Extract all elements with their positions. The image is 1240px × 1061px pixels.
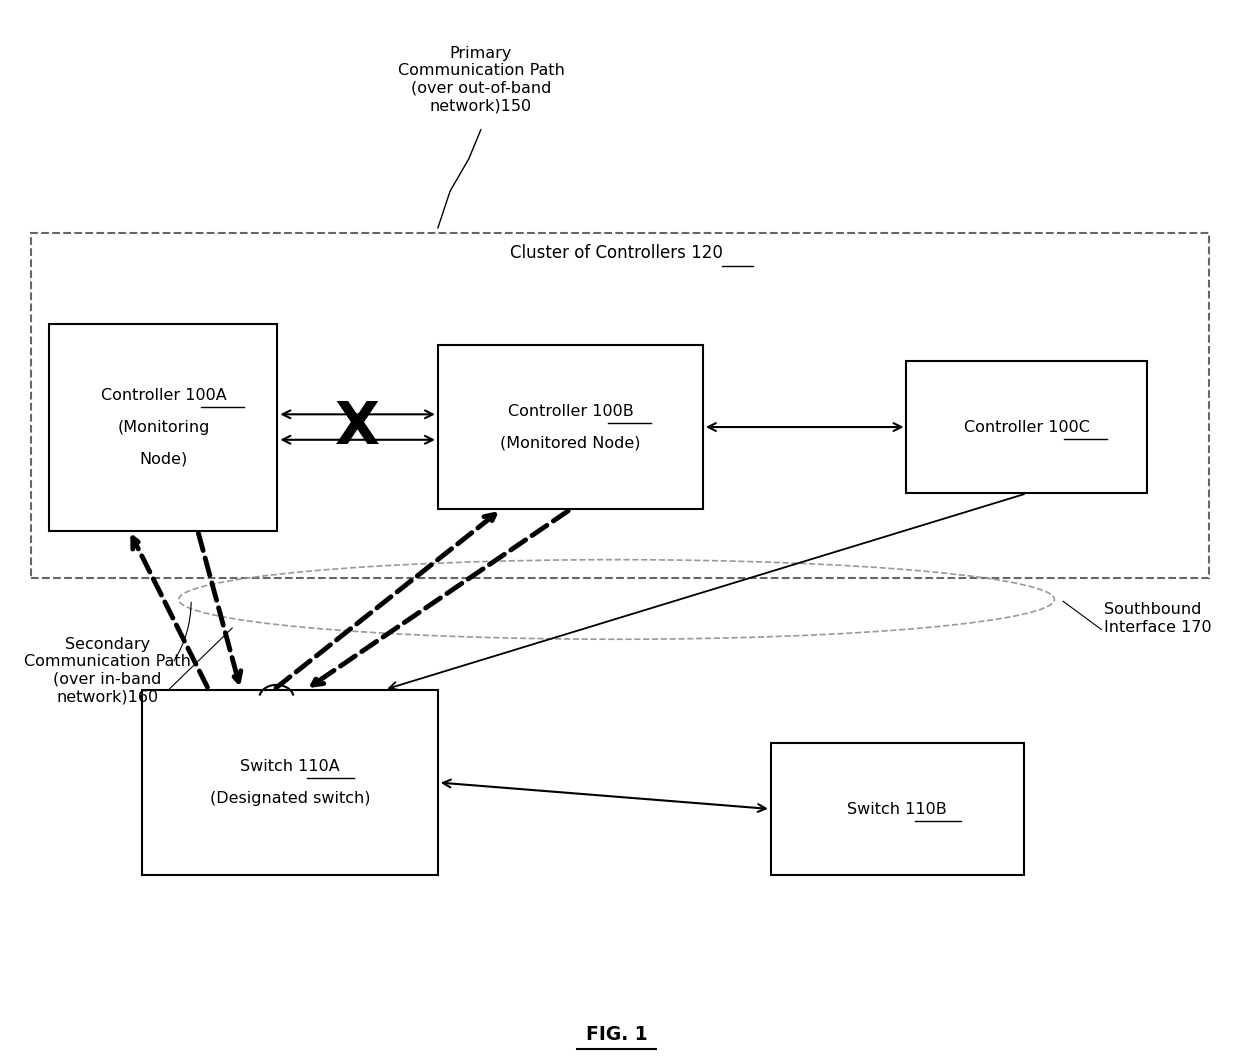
Text: (Monitored Node): (Monitored Node): [500, 435, 641, 451]
Text: Node): Node): [139, 451, 187, 467]
Bar: [438, 345, 703, 509]
Text: Secondary
Communication Path
(over in-band
network)160: Secondary Communication Path (over in-ba…: [24, 637, 191, 705]
Bar: [31, 233, 1209, 578]
Text: Primary
Communication Path
(over out-of-band
network)150: Primary Communication Path (over out-of-…: [398, 46, 564, 114]
Text: (Designated switch): (Designated switch): [210, 790, 370, 806]
Bar: [771, 743, 1024, 875]
Text: Controller 100B: Controller 100B: [507, 403, 634, 419]
Bar: [141, 690, 438, 875]
Text: FIG. 1: FIG. 1: [585, 1025, 647, 1044]
Bar: [906, 361, 1147, 493]
Text: Controller 100A: Controller 100A: [100, 387, 226, 403]
Text: Switch 110B: Switch 110B: [847, 801, 947, 817]
Bar: [50, 324, 278, 530]
Text: Southbound
Interface 170: Southbound Interface 170: [1104, 603, 1211, 634]
Text: Cluster of Controllers 120: Cluster of Controllers 120: [510, 244, 723, 261]
Text: Controller 100C: Controller 100C: [963, 419, 1090, 435]
Text: (Monitoring: (Monitoring: [118, 419, 210, 435]
Text: X: X: [335, 399, 381, 455]
Text: Switch 110A: Switch 110A: [241, 759, 340, 775]
